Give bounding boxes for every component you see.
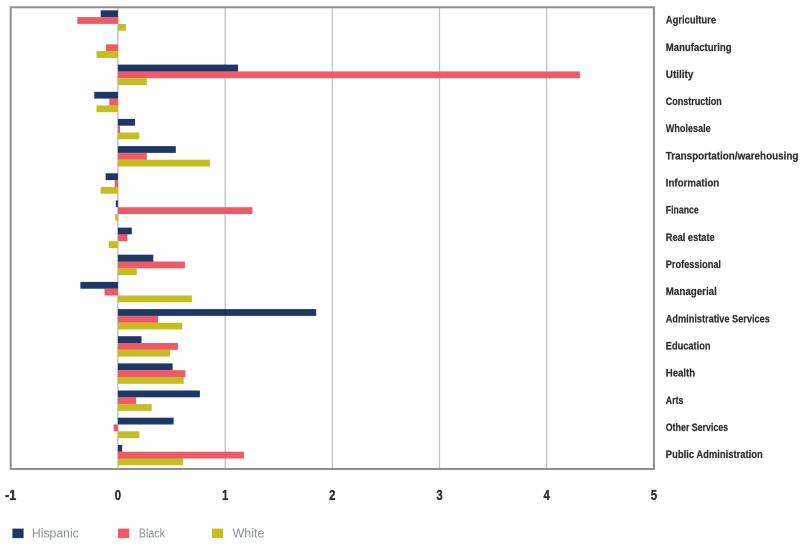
svg-text:Black: Black	[139, 526, 166, 541]
svg-text:Wholesale: Wholesale	[666, 123, 711, 135]
svg-text:Managerial: Managerial	[666, 286, 717, 298]
svg-text:Utility: Utility	[666, 69, 694, 81]
svg-text:Agriculture: Agriculture	[666, 15, 716, 27]
svg-text:5: 5	[651, 487, 657, 504]
svg-text:White: White	[233, 526, 265, 541]
svg-text:Construction: Construction	[666, 96, 722, 108]
svg-text:Education: Education	[666, 341, 711, 353]
svg-text:1: 1	[222, 487, 228, 504]
svg-text:Health: Health	[666, 368, 695, 380]
svg-text:4: 4	[544, 487, 551, 504]
svg-text:3: 3	[436, 487, 442, 504]
svg-text:2: 2	[329, 487, 335, 504]
svg-text:Arts: Arts	[666, 395, 684, 407]
svg-text:Professional: Professional	[666, 259, 721, 271]
svg-text:Other Services: Other Services	[666, 422, 728, 434]
svg-text:Hispanic: Hispanic	[32, 526, 79, 541]
svg-text:Public Administration: Public Administration	[666, 449, 763, 461]
svg-text:-1: -1	[5, 487, 16, 504]
svg-text:Finance: Finance	[666, 205, 699, 217]
svg-text:Manufacturing: Manufacturing	[666, 42, 732, 54]
svg-text:Real estate: Real estate	[666, 232, 715, 244]
svg-text:Transportation/warehousing: Transportation/warehousing	[666, 150, 799, 162]
svg-text:Administrative Services: Administrative Services	[666, 313, 770, 325]
svg-text:Information: Information	[666, 178, 719, 190]
svg-text:0: 0	[115, 487, 121, 504]
